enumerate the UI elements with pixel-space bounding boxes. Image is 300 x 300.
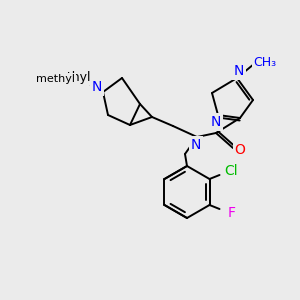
Text: Cl: Cl: [225, 164, 238, 178]
Text: methyl: methyl: [36, 74, 75, 84]
Text: N: N: [234, 64, 244, 78]
Text: CH₃: CH₃: [254, 56, 277, 68]
Text: O: O: [235, 143, 245, 157]
Text: N: N: [211, 115, 221, 129]
Text: N: N: [92, 80, 102, 94]
Text: methyl: methyl: [48, 70, 92, 83]
Text: F: F: [227, 206, 236, 220]
Text: N: N: [191, 138, 201, 152]
